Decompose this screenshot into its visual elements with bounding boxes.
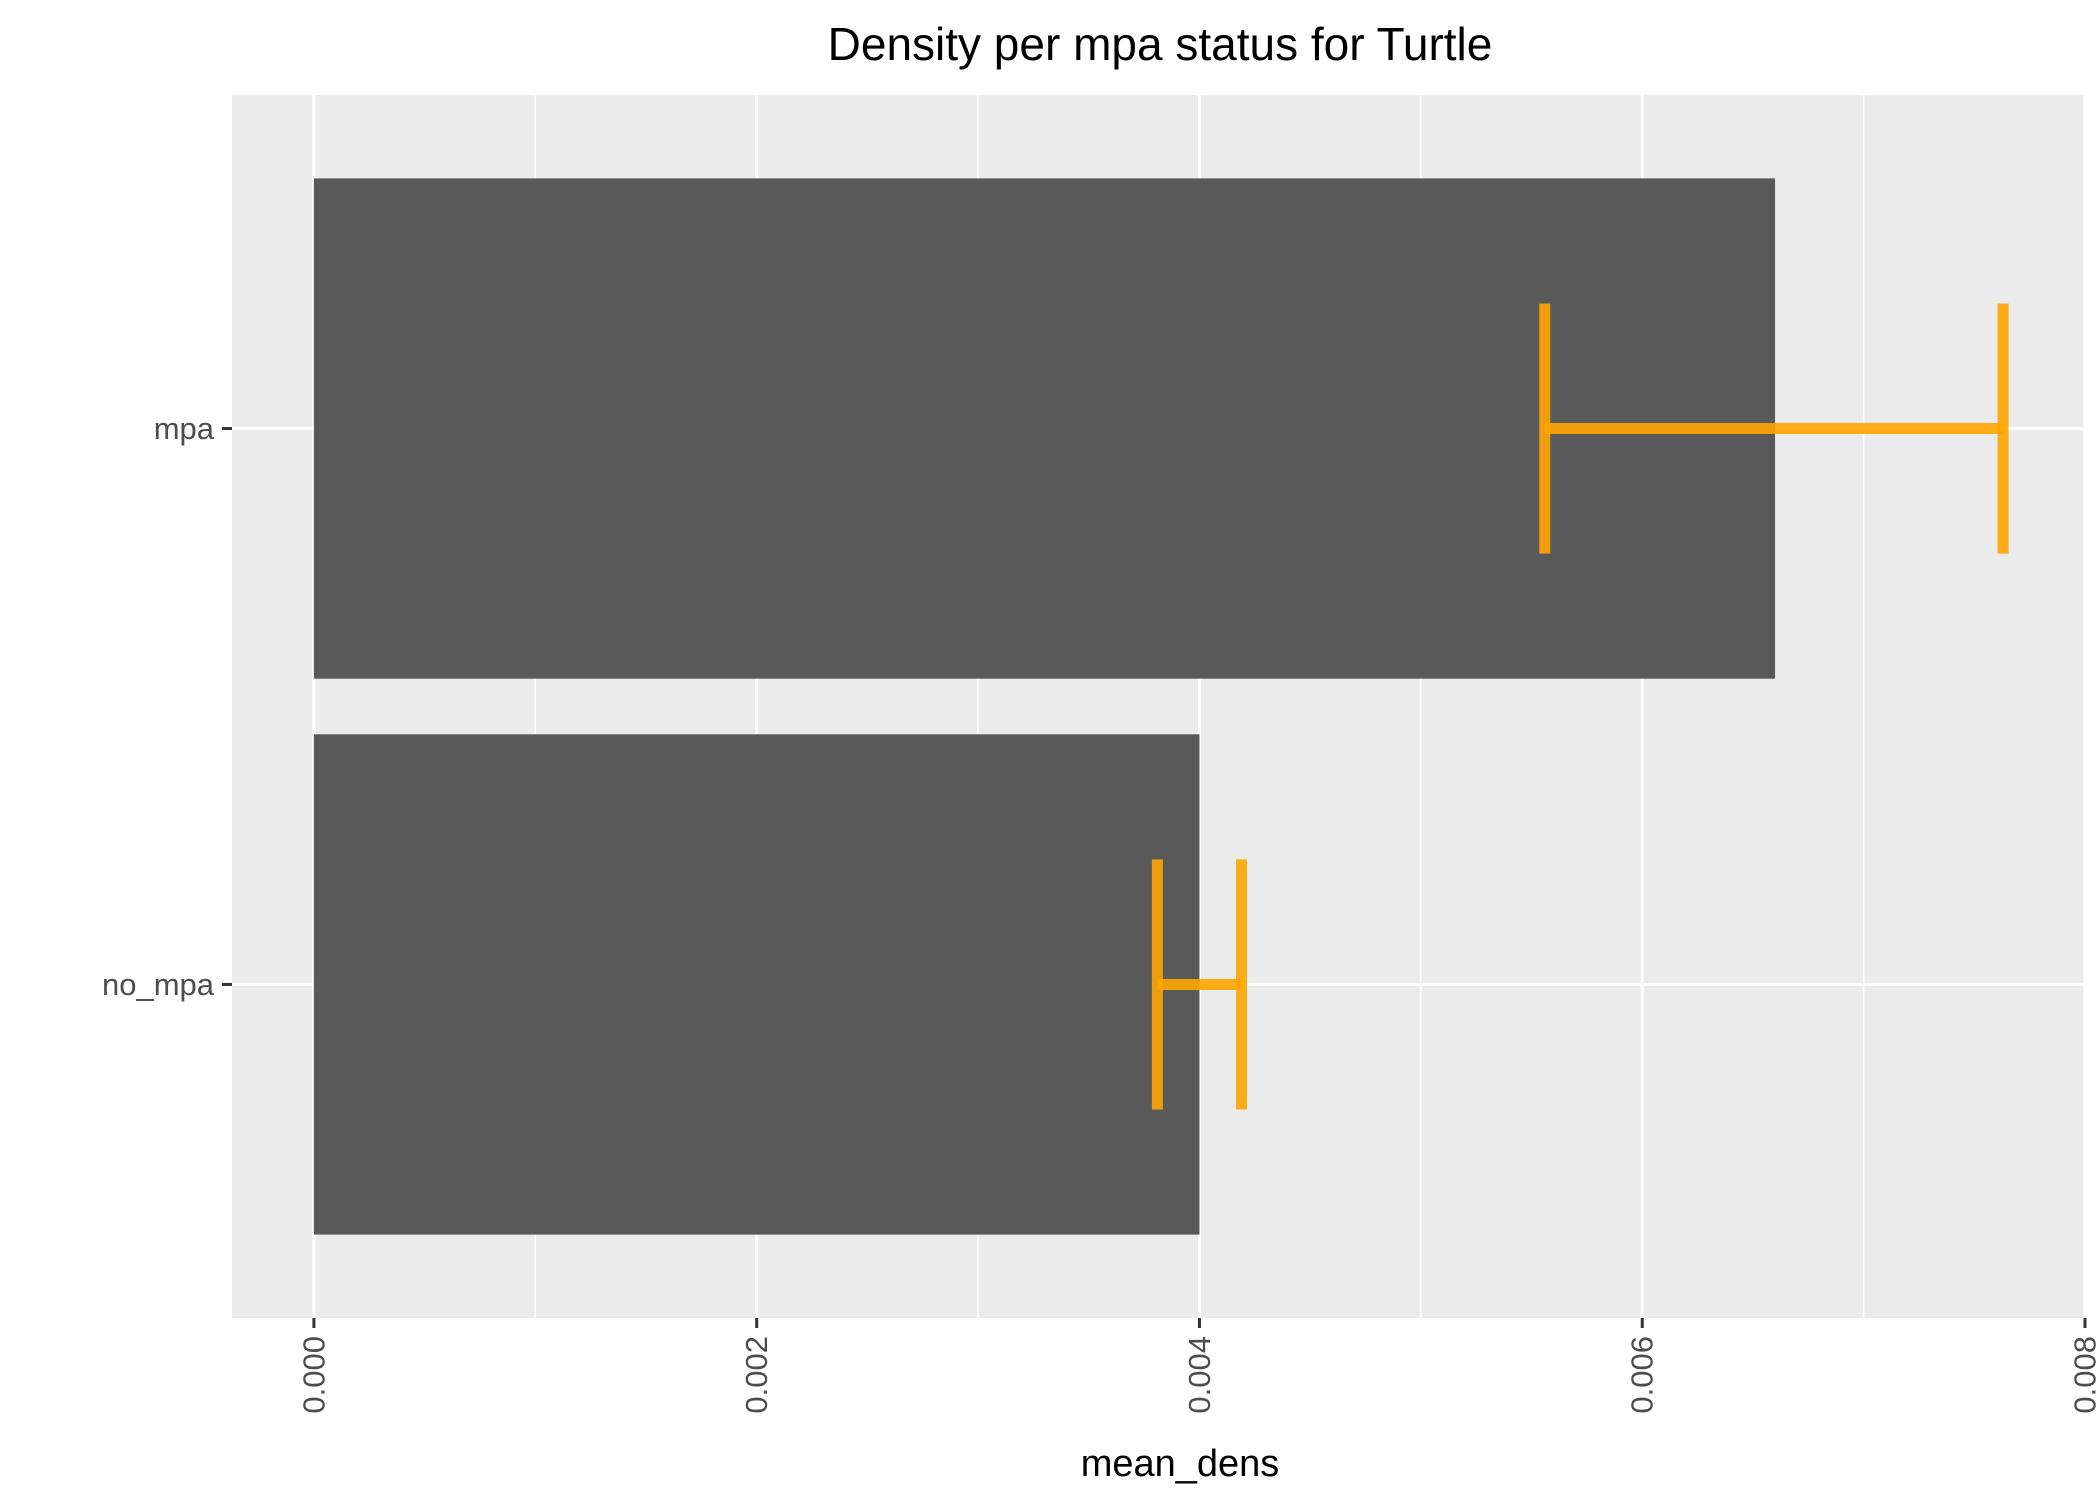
x-tick-label: 0.006 xyxy=(1625,1336,1660,1414)
chart-title: Density per mpa status for Turtle xyxy=(828,18,1493,70)
bar-mpa xyxy=(313,178,1776,679)
error-bar-no_mpa xyxy=(1151,859,1248,1110)
x-axis-title: mean_dens xyxy=(1081,1443,1280,1485)
x-tick-label: 0.002 xyxy=(739,1336,774,1414)
bar-no_mpa xyxy=(313,734,1200,1235)
error-bar-mpa xyxy=(1539,303,2009,554)
x-tick-label: 0.004 xyxy=(1182,1336,1217,1414)
y-tick-label: mpa xyxy=(154,411,215,446)
x-tick-label: 0.000 xyxy=(296,1336,331,1414)
plot-panel: mpa no_mpa 0.000 0.002 0.004 0.006 0.008 xyxy=(102,95,2100,1414)
y-tick-label: no_mpa xyxy=(102,967,215,1002)
x-tick-label: 0.008 xyxy=(2068,1336,2100,1414)
